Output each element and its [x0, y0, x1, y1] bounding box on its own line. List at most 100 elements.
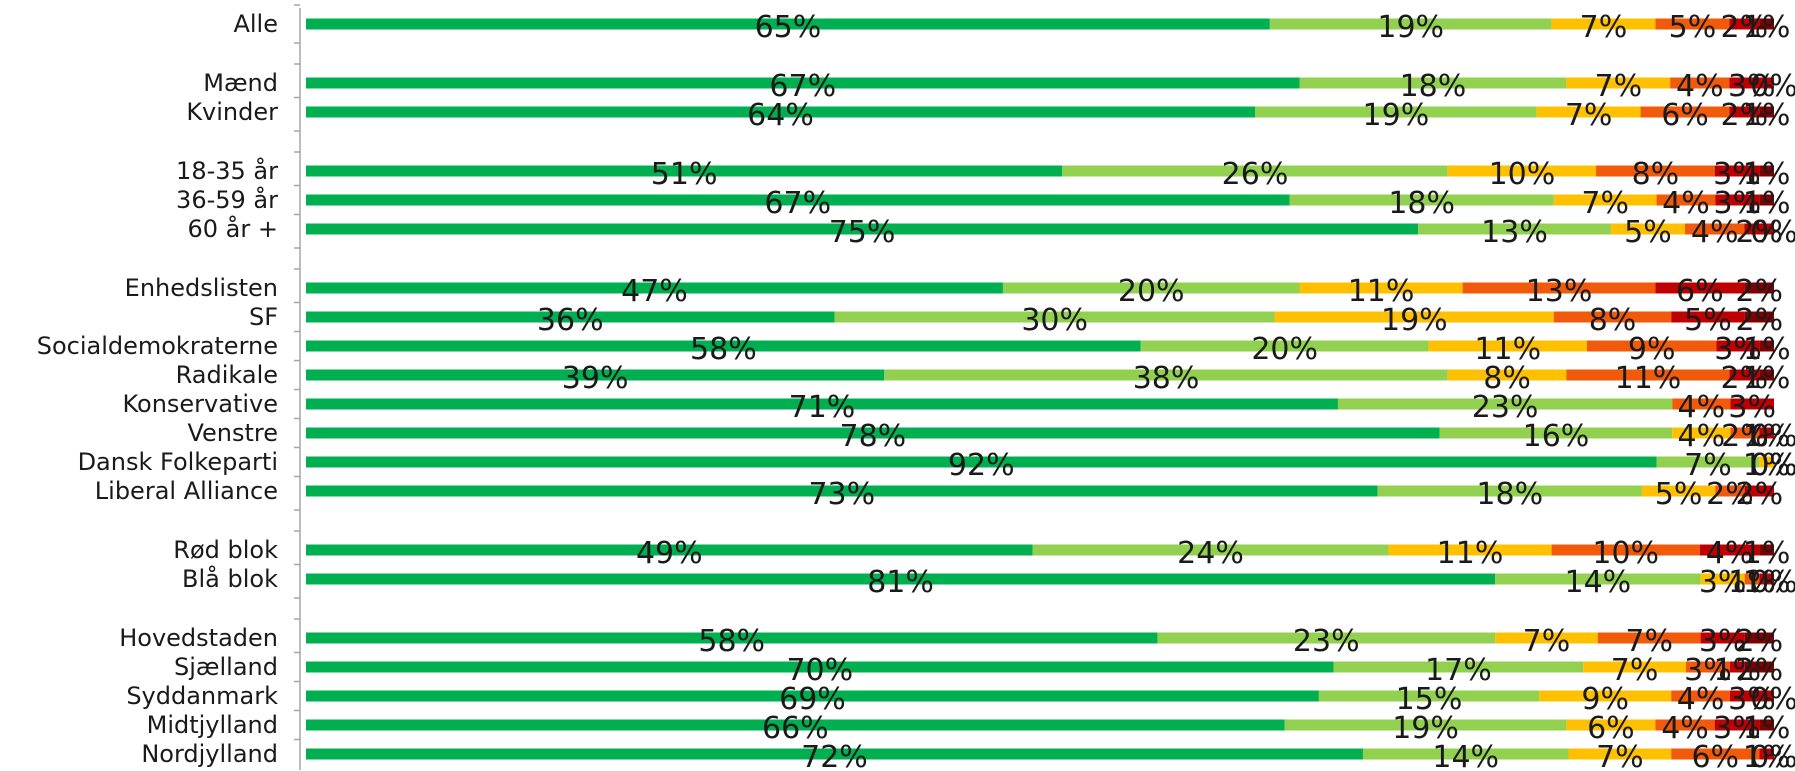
bar-segment [1671, 748, 1760, 760]
data-label: 1% [1743, 157, 1791, 192]
data-label: 75% [829, 215, 896, 250]
data-label: 30% [1021, 303, 1088, 338]
bar-segment [1744, 632, 1774, 644]
category-label: Venstre [187, 419, 278, 447]
data-label: 1% [1743, 740, 1791, 771]
bar-segment [1759, 369, 1774, 381]
bar-segment [1596, 165, 1715, 177]
data-label: 4% [1662, 186, 1710, 221]
bar-segment [1566, 369, 1730, 381]
bar-segment [1289, 194, 1554, 206]
bar-segment [1462, 282, 1656, 294]
data-label: 20% [1118, 274, 1185, 309]
bar-segment [1759, 165, 1774, 177]
bar-segment [1672, 427, 1731, 439]
data-label: 72% [801, 740, 868, 771]
data-label: 58% [698, 624, 765, 659]
bar-segment [306, 573, 1496, 585]
bar-segment [1333, 661, 1584, 673]
data-label: 11% [1474, 332, 1541, 367]
data-label: 1% [1743, 448, 1791, 483]
data-label: 4% [1676, 69, 1724, 104]
bar-segment [1568, 748, 1672, 760]
bar-segment [306, 282, 1003, 294]
category-label: Nordjylland [141, 740, 278, 768]
data-label: 0% [1750, 682, 1795, 717]
bar-segment [1610, 223, 1686, 235]
category-label: Konservative [122, 390, 278, 418]
bar-segment [306, 661, 1334, 673]
bar-segment [1318, 690, 1540, 702]
bar-segment [1337, 398, 1673, 410]
bar-segment [1566, 719, 1656, 731]
bar-segment [306, 632, 1158, 644]
bar-segment [306, 194, 1290, 206]
bar-segment [1759, 719, 1774, 731]
data-label: 2% [1721, 10, 1769, 45]
data-label: 19% [1381, 303, 1448, 338]
bar-segment [1553, 311, 1672, 323]
data-label: 20% [1251, 332, 1318, 367]
bar-segment [306, 690, 1319, 702]
data-label: 23% [1293, 624, 1360, 659]
data-label: 3% [1728, 682, 1776, 717]
bar-segment [1157, 632, 1496, 644]
data-label: 2% [1721, 361, 1769, 396]
bar-segment [1656, 456, 1760, 468]
bar-segment [1597, 632, 1701, 644]
data-label: 0% [1750, 215, 1795, 250]
data-label: 78% [840, 419, 907, 454]
bar-segment [834, 311, 1275, 323]
data-label: 51% [651, 157, 718, 192]
bar-segment [1553, 194, 1657, 206]
bar-segment [1729, 77, 1774, 89]
data-label: 4% [1677, 682, 1725, 717]
bar-segment [306, 223, 1419, 235]
data-label: 4% [1691, 215, 1739, 250]
data-label: 10% [1489, 157, 1556, 192]
category-label: Rød blok [173, 536, 278, 564]
category-label: Hovedstaden [119, 624, 278, 652]
data-label: 81% [867, 565, 934, 600]
data-label: 18% [1400, 69, 1467, 104]
data-label: 8% [1589, 303, 1637, 338]
data-label: 4% [1678, 390, 1726, 425]
bar-segment [1744, 485, 1774, 497]
data-label: 7% [1565, 98, 1613, 133]
bar-segment [1140, 340, 1429, 352]
bar-segment [1299, 282, 1463, 294]
bar-segment [1655, 719, 1715, 731]
category-label: Dansk Folkeparti [78, 448, 278, 476]
data-label: 1% [1743, 332, 1791, 367]
data-label: 8% [1632, 157, 1680, 192]
data-label: 8% [1483, 361, 1531, 396]
bar-segment [1062, 165, 1448, 177]
data-label: 4% [1661, 711, 1709, 746]
data-label: 1% [1728, 565, 1776, 600]
data-label: 11% [1437, 536, 1504, 571]
data-label: 1% [1743, 186, 1791, 221]
bar-segment [306, 369, 885, 381]
data-label: 24% [1177, 536, 1244, 571]
bar-segment [1269, 18, 1552, 30]
bar-segment [1700, 573, 1745, 585]
data-label: 3% [1714, 186, 1762, 221]
data-label: 5% [1669, 10, 1717, 45]
bar-segment [1744, 223, 1774, 235]
data-label: 1% [1714, 653, 1762, 688]
bar-segment [1759, 456, 1774, 468]
bar-segment [1714, 165, 1760, 177]
category-label: Kvinder [186, 98, 278, 126]
bar-segment [1583, 661, 1686, 673]
bar-segment [1447, 369, 1567, 381]
data-label: 2% [1706, 477, 1754, 512]
data-label: 2% [1736, 653, 1784, 688]
category-label: 60 år + [188, 214, 278, 243]
bar-segment [306, 456, 1657, 468]
data-label: 11% [1615, 361, 1682, 396]
bars [306, 18, 1774, 760]
data-label: 1% [1743, 361, 1791, 396]
data-label: 2% [1736, 624, 1784, 659]
data-label: 17% [1425, 653, 1492, 688]
data-label: 10% [1592, 536, 1659, 571]
